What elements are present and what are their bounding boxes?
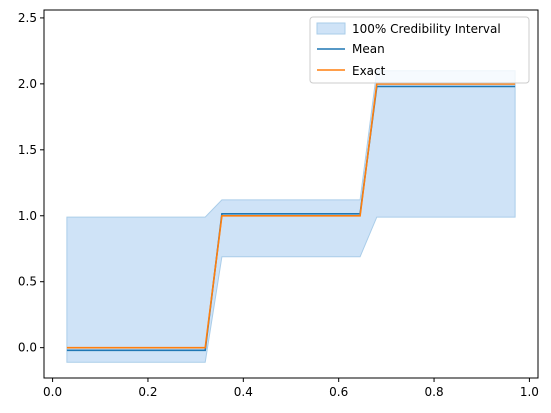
y-tick-label: 1.0 <box>18 209 37 223</box>
legend: 100% Credibility Interval Mean Exact <box>309 16 530 84</box>
legend-label-exact: Exact <box>352 64 386 78</box>
x-tick-label: 0.8 <box>425 385 444 399</box>
x-tick-label: 1.0 <box>520 385 539 399</box>
y-axis: 0.0 0.5 1.0 1.5 2.0 2.5 <box>18 11 44 355</box>
legend-swatch-interval <box>316 22 346 35</box>
axes-frame <box>43 9 539 379</box>
y-tick-label: 2.5 <box>18 11 37 25</box>
mean-line <box>66 85 516 352</box>
y-tick-label: 0.0 <box>18 341 37 355</box>
y-tick-label: 2.0 <box>18 77 37 91</box>
x-tick-label: 0.6 <box>329 385 348 399</box>
x-tick-label: 0.2 <box>138 385 157 399</box>
x-axis: 0.0 0.2 0.4 0.6 0.8 1.0 <box>43 378 539 399</box>
exact-line <box>66 83 516 349</box>
legend-label-mean: Mean <box>352 42 385 56</box>
y-tick-label: 0.5 <box>18 275 37 289</box>
x-tick-label: 0.0 <box>43 385 62 399</box>
legend-label-interval: 100% Credibility Interval <box>352 22 501 36</box>
plot-area <box>66 70 516 363</box>
y-tick-label: 1.5 <box>18 143 37 157</box>
x-tick-label: 0.4 <box>234 385 253 399</box>
legend-box <box>309 16 530 84</box>
